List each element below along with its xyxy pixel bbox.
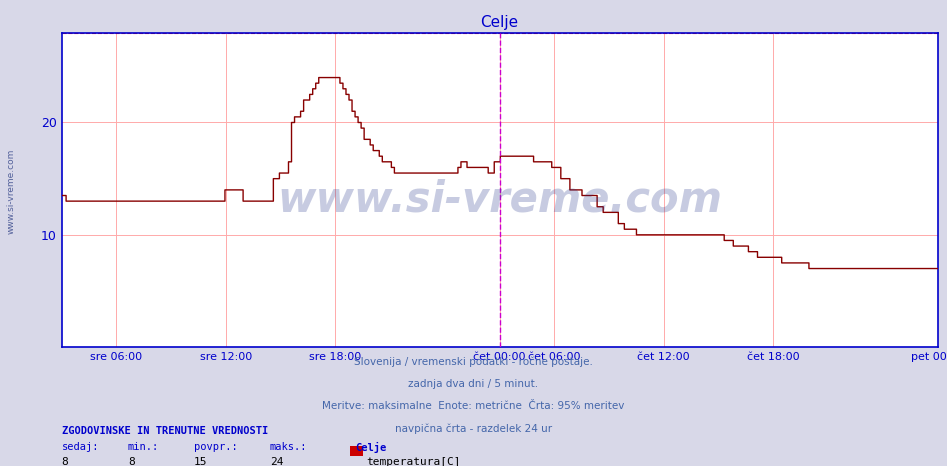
- Text: povpr.:: povpr.:: [194, 442, 238, 452]
- Text: 24: 24: [270, 457, 283, 466]
- Title: Celje: Celje: [480, 15, 519, 30]
- Text: zadnja dva dni / 5 minut.: zadnja dva dni / 5 minut.: [408, 379, 539, 389]
- Text: Celje: Celje: [355, 442, 386, 453]
- Text: 8: 8: [128, 457, 134, 466]
- Text: navpična črta - razdelek 24 ur: navpična črta - razdelek 24 ur: [395, 424, 552, 434]
- Text: www.si-vreme.com: www.si-vreme.com: [277, 178, 722, 220]
- Text: temperatura[C]: temperatura[C]: [366, 457, 461, 466]
- Text: 15: 15: [194, 457, 207, 466]
- Text: Meritve: maksimalne  Enote: metrične  Črta: 95% meritev: Meritve: maksimalne Enote: metrične Črta…: [322, 401, 625, 411]
- Text: www.si-vreme.com: www.si-vreme.com: [7, 148, 16, 234]
- Text: maks.:: maks.:: [270, 442, 308, 452]
- Text: Slovenija / vremenski podatki - ročne postaje.: Slovenija / vremenski podatki - ročne po…: [354, 356, 593, 367]
- Text: ZGODOVINSKE IN TRENUTNE VREDNOSTI: ZGODOVINSKE IN TRENUTNE VREDNOSTI: [62, 426, 268, 436]
- Text: 8: 8: [62, 457, 68, 466]
- Text: min.:: min.:: [128, 442, 159, 452]
- Text: sedaj:: sedaj:: [62, 442, 99, 452]
